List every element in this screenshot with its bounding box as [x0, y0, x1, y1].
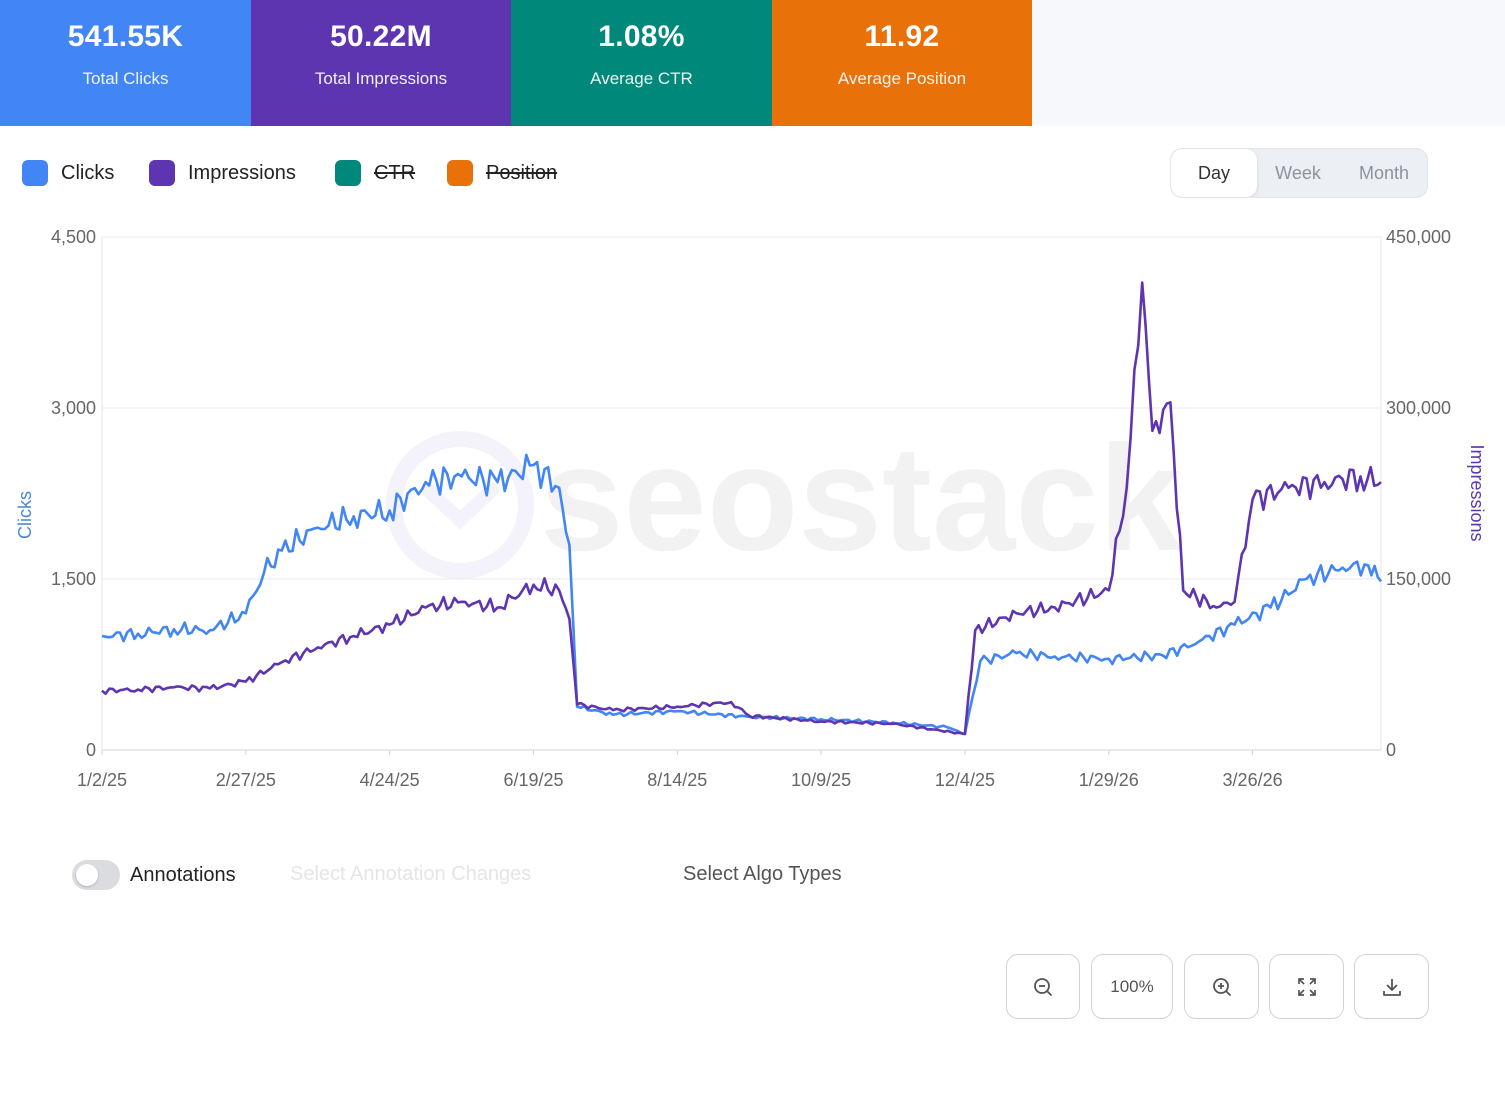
legend-swatch: [335, 160, 361, 186]
zoom-reset-button[interactable]: 100%: [1091, 954, 1173, 1019]
y-right-tick-label: 150,000: [1386, 569, 1451, 589]
legend-toggle-impressions[interactable]: Impressions: [149, 158, 309, 188]
kpi-average-ctr: 1.08% Average CTR: [511, 0, 772, 126]
annotations-toggle[interactable]: [72, 860, 120, 890]
y-axis-right: 0 150,000 300,000 450,000: [1386, 227, 1451, 760]
x-tick-label: 3/26/26: [1223, 770, 1283, 790]
watermark-text: seostack: [540, 414, 1183, 582]
y-axis-left: 0 1,500 3,000 4,500: [51, 227, 96, 760]
legend-label: CTR: [374, 162, 416, 184]
y-left-tick-label: 1,500: [51, 569, 96, 589]
fullscreen-button[interactable]: [1269, 954, 1344, 1019]
kpi-total-clicks: 541.55K Total Clicks: [0, 0, 251, 126]
kpi-label: Average Position: [837, 69, 967, 88]
period-option-week[interactable]: Week: [1275, 163, 1321, 183]
x-tick-label: 8/14/25: [647, 770, 707, 790]
x-tick-label: 1/29/26: [1079, 770, 1139, 790]
kpi-value: 1.08%: [598, 20, 685, 53]
legend-swatch: [447, 160, 473, 186]
x-tick-label: 6/19/25: [503, 770, 563, 790]
x-tick-label: 1/2/25: [77, 770, 127, 790]
series-line-clicks[interactable]: [101, 453, 1383, 736]
x-tick-label: 4/24/25: [360, 770, 420, 790]
y-axis-right-title: Impressions: [1467, 444, 1487, 541]
x-tick-label: 12/4/25: [935, 770, 995, 790]
kpi-label: Average CTR: [590, 69, 693, 88]
chart-grid: [101, 236, 1382, 751]
x-tick-label: 2/27/25: [216, 770, 276, 790]
legend-swatch: [22, 160, 48, 186]
y-right-tick-label: 0: [1386, 740, 1396, 760]
watermark: seostack: [386, 414, 1183, 582]
toggle-knob: [76, 864, 98, 886]
kpi-average-position: 11.92 Average Position: [772, 0, 1032, 126]
zoom-out-button[interactable]: [1006, 954, 1080, 1019]
annotation-changes-select[interactable]: Select Annotation Changes: [290, 863, 532, 885]
zoom-in-button[interactable]: [1184, 954, 1259, 1019]
legend-label: Position: [486, 162, 558, 184]
algo-types-select[interactable]: Select Algo Types: [683, 863, 842, 885]
kpi-row: 541.55K Total Clicks 50.22M Total Impres…: [0, 0, 1505, 126]
legend-swatch: [149, 160, 175, 186]
performance-chart[interactable]: seostack 0 1,500 3,000 4,500 0 150,000 300,00…: [0, 220, 1505, 810]
legend-toggle-position[interactable]: Position: [447, 158, 577, 188]
kpi-value: 11.92: [864, 20, 940, 53]
kpi-total-impressions: 50.22M Total Impressions: [251, 0, 511, 126]
annotations-label: Annotations: [130, 864, 236, 886]
legend-label: Clicks: [61, 162, 115, 184]
y-right-tick-label: 300,000: [1386, 398, 1451, 418]
kpi-label: Total Impressions: [314, 69, 448, 88]
x-axis: 1/2/25 2/27/25 4/24/25 6/19/25 8/14/25 10/9/2…: [77, 750, 1283, 790]
y-axis-left-title: Clicks: [15, 491, 35, 539]
download-button[interactable]: [1354, 954, 1429, 1019]
legend-label: Impressions: [188, 162, 296, 184]
legend-toggle-ctr[interactable]: CTR: [335, 158, 425, 188]
y-right-tick-label: 450,000: [1386, 227, 1451, 247]
x-tick-label: 10/9/25: [791, 770, 851, 790]
period-switch: Day Week Month: [1170, 148, 1428, 198]
zoom-in-icon: [1212, 977, 1231, 996]
zoom-level: 100%: [1110, 977, 1154, 996]
chart-series: [101, 281, 1383, 736]
y-left-tick-label: 3,000: [51, 398, 96, 418]
y-left-tick-label: 0: [86, 740, 96, 760]
zoom-out-icon: [1034, 977, 1052, 996]
fullscreen-icon: [1297, 977, 1316, 996]
legend-toggle-clicks[interactable]: Clicks: [22, 158, 122, 188]
download-icon: [1382, 978, 1401, 996]
kpi-label: Total Clicks: [82, 69, 169, 88]
kpi-value: 50.22M: [330, 20, 432, 53]
kpi-value: 541.55K: [67, 20, 184, 53]
period-option-day[interactable]: Day: [1171, 149, 1257, 197]
y-left-tick-label: 4,500: [51, 227, 96, 247]
annotations-row: Annotations Select Annotation Changes Se…: [70, 856, 970, 896]
series-line-impressions[interactable]: [101, 281, 1382, 736]
period-option-month[interactable]: Month: [1358, 163, 1410, 183]
